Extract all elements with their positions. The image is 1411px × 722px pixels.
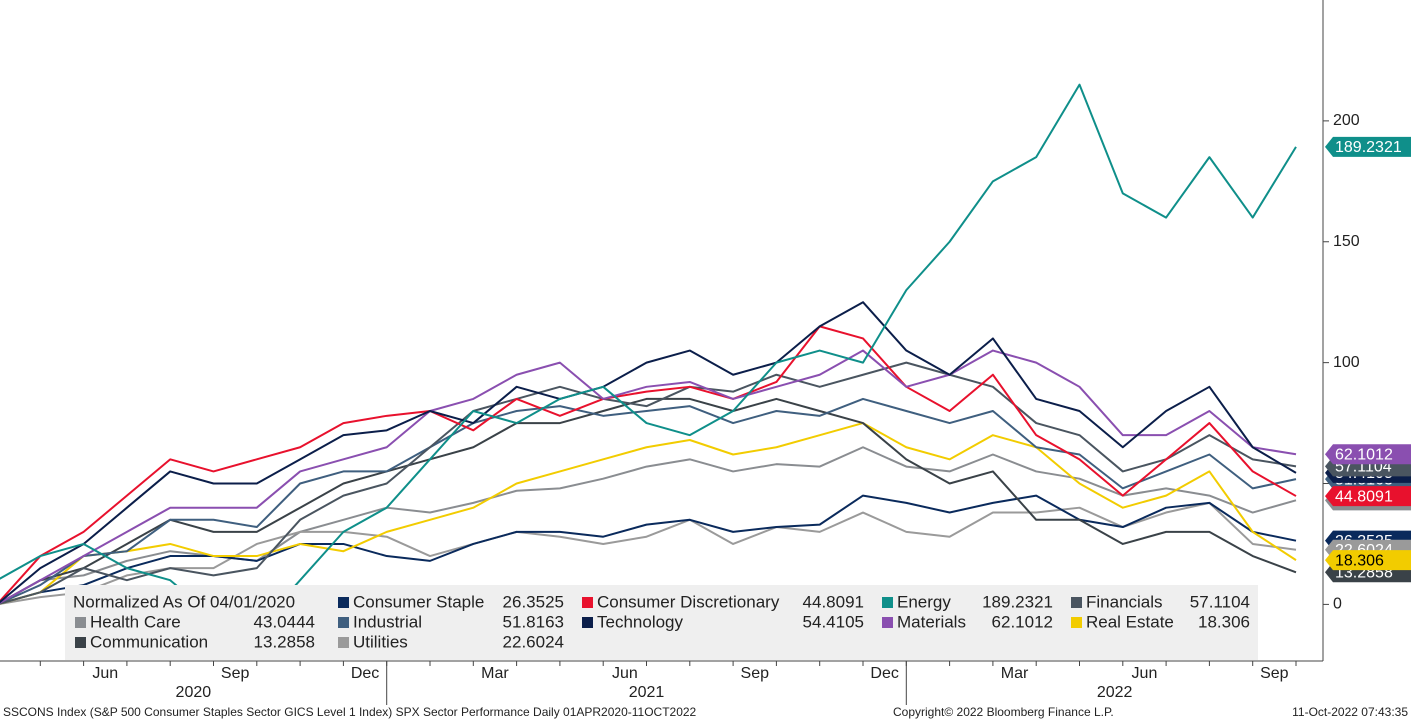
legend-value: 43.0444 — [254, 612, 315, 631]
legend-value: 62.1012 — [992, 612, 1053, 631]
x-tick-label: Dec — [870, 665, 898, 682]
legend-box — [65, 585, 1258, 660]
x-tick-label: Sep — [1260, 665, 1289, 682]
x-tick-label: Dec — [351, 665, 379, 682]
legend-swatch — [338, 617, 349, 628]
year-label: 2022 — [1097, 684, 1133, 701]
value-tag — [1325, 550, 1411, 571]
footer-left: SSCONS Index (S&P 500 Consumer Staples S… — [3, 705, 697, 719]
legend-label: Consumer Discretionary — [597, 592, 780, 611]
value-tag-label: 44.8091 — [1335, 488, 1393, 505]
legend-label: Real Estate — [1086, 612, 1174, 631]
x-tick-label: Jun — [1132, 665, 1158, 682]
legend-swatch — [338, 597, 349, 608]
legend-value: 189.2321 — [982, 592, 1053, 611]
value-tag — [1325, 444, 1411, 465]
x-tick-label: Mar — [481, 665, 509, 682]
legend-value: 54.4105 — [803, 612, 864, 631]
series-line — [0, 397, 1297, 605]
series-line — [0, 422, 1297, 605]
legend-value: 26.3525 — [503, 592, 564, 611]
legend-label: Communication — [90, 632, 208, 651]
x-tick-label: Sep — [221, 665, 250, 682]
value-tag-label: 189.2321 — [1335, 139, 1402, 156]
legend-value: 51.8163 — [503, 612, 564, 631]
legend-value: 44.8091 — [803, 592, 864, 611]
series-line — [0, 301, 1297, 604]
legend-value: 13.2858 — [254, 632, 315, 651]
series-line — [0, 397, 1297, 604]
legend-swatch — [338, 637, 349, 648]
legend-label: Energy — [897, 592, 951, 611]
legend-label: Financials — [1086, 592, 1163, 611]
footer-right: 11-Oct-2022 07:43:35 — [1292, 705, 1408, 719]
legend-swatch — [582, 617, 593, 628]
year-label: 2020 — [176, 684, 212, 701]
y-tick-label: 0 — [1333, 596, 1342, 613]
series-line — [0, 349, 1297, 604]
x-tick-label: Mar — [1001, 665, 1029, 682]
legend-swatch — [582, 597, 593, 608]
x-tick-label: Jun — [612, 665, 638, 682]
legend-swatch — [1071, 597, 1082, 608]
legend-value: 57.1104 — [1190, 592, 1250, 611]
legend-value: 22.6024 — [503, 632, 564, 651]
legend-label: Materials — [897, 612, 966, 631]
value-tag — [1325, 136, 1411, 157]
series-line — [0, 83, 1297, 630]
legend-swatch — [882, 597, 893, 608]
value-tag — [1325, 486, 1411, 507]
legend-swatch — [75, 617, 86, 628]
y-tick-label: 150 — [1333, 233, 1360, 250]
legend-label: Health Care — [90, 612, 181, 631]
legend-title: Normalized As Of 04/01/2020 — [73, 592, 295, 611]
legend-label: Consumer Staple — [353, 592, 484, 611]
legend-swatch — [882, 617, 893, 628]
legend-swatch — [75, 637, 86, 648]
y-tick-label: 200 — [1333, 112, 1360, 129]
series-line — [0, 501, 1297, 605]
legend-value: 18.306 — [1198, 612, 1250, 631]
x-tick-label: Sep — [741, 665, 770, 682]
legend-label: Industrial — [353, 612, 422, 631]
y-tick-label: 100 — [1333, 354, 1360, 371]
year-label: 2021 — [629, 684, 665, 701]
legend-label: Utilities — [353, 632, 408, 651]
value-tag-label: 62.1012 — [1335, 446, 1393, 463]
series-line — [0, 325, 1297, 603]
legend-swatch — [1071, 617, 1082, 628]
x-tick-label: Jun — [92, 665, 118, 682]
legend-label: Technology — [597, 612, 684, 631]
footer-center: Copyright© 2022 Bloomberg Finance L.P. — [893, 705, 1114, 719]
series-line — [0, 361, 1297, 605]
value-tag-label: 18.306 — [1335, 552, 1384, 569]
